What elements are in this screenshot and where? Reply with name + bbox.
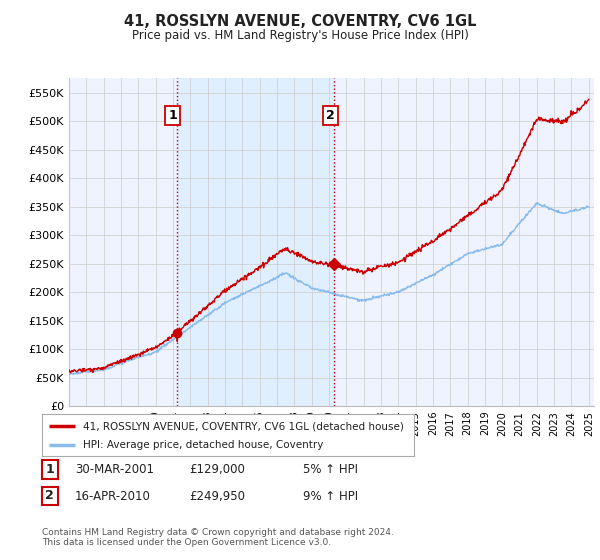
Text: £129,000: £129,000 <box>189 463 245 477</box>
Bar <box>177 78 334 406</box>
Text: 1: 1 <box>169 109 178 122</box>
Text: 9% ↑ HPI: 9% ↑ HPI <box>303 489 358 503</box>
Text: 16-APR-2010: 16-APR-2010 <box>75 489 151 503</box>
Text: Price paid vs. HM Land Registry's House Price Index (HPI): Price paid vs. HM Land Registry's House … <box>131 29 469 42</box>
Text: 30-MAR-2001: 30-MAR-2001 <box>75 463 154 477</box>
Text: 41, ROSSLYN AVENUE, COVENTRY, CV6 1GL (detached house): 41, ROSSLYN AVENUE, COVENTRY, CV6 1GL (d… <box>83 421 404 431</box>
Text: 5% ↑ HPI: 5% ↑ HPI <box>303 463 358 477</box>
Text: 1: 1 <box>46 463 54 476</box>
Text: 2: 2 <box>326 109 335 122</box>
Text: 41, ROSSLYN AVENUE, COVENTRY, CV6 1GL: 41, ROSSLYN AVENUE, COVENTRY, CV6 1GL <box>124 14 476 29</box>
Text: HPI: Average price, detached house, Coventry: HPI: Average price, detached house, Cove… <box>83 440 323 450</box>
Text: 2: 2 <box>46 489 54 502</box>
Text: Contains HM Land Registry data © Crown copyright and database right 2024.
This d: Contains HM Land Registry data © Crown c… <box>42 528 394 547</box>
Text: £249,950: £249,950 <box>189 489 245 503</box>
